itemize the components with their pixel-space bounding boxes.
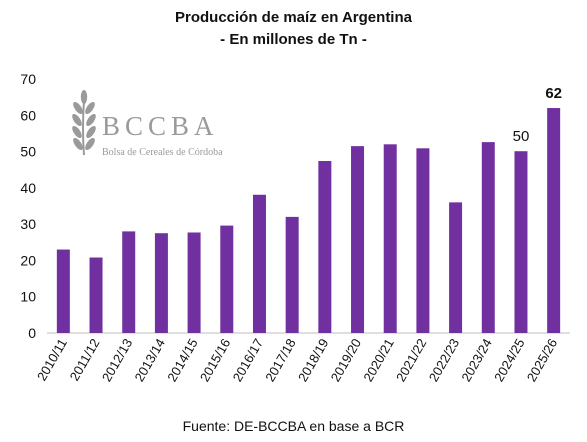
x-tick-label: 2019/20 — [328, 336, 364, 384]
x-tick-label: 2020/21 — [360, 336, 396, 384]
x-tick-label: 2025/26 — [524, 336, 560, 384]
chart-subtitle: - En millones de Tn - — [220, 31, 367, 48]
wheat-grain — [80, 90, 88, 104]
bar — [56, 249, 70, 333]
bar — [285, 216, 299, 333]
x-tick-label: 2017/18 — [262, 336, 298, 384]
y-tick-label: 40 — [20, 180, 36, 196]
source-note: Fuente: DE-BCCBA en base a BCR — [182, 418, 405, 434]
x-tick-label: 2021/22 — [393, 336, 429, 384]
bar — [252, 194, 266, 333]
wheat-grain — [73, 137, 83, 151]
x-tick-label: 2010/11 — [34, 336, 70, 383]
wheat-icon — [72, 90, 96, 156]
wheat-grain — [85, 101, 95, 115]
x-tick-label: 2012/13 — [99, 336, 135, 384]
wheat-grain — [73, 101, 83, 115]
chart-title: Producción de maíz en Argentina — [175, 9, 412, 26]
x-axis-ticks: 2010/112011/122012/132013/142014/152015/… — [34, 336, 560, 384]
y-tick-label: 70 — [20, 71, 36, 87]
bar — [89, 257, 103, 333]
bccba-logo: BCCBA Bolsa de Cereales de Córdoba — [72, 90, 223, 158]
bars — [56, 108, 561, 334]
data-labels: 50 62 — [513, 85, 562, 145]
y-tick-label: 0 — [28, 325, 36, 341]
bar — [449, 202, 463, 333]
bar — [154, 233, 168, 333]
logo-subtitle: Bolsa de Cereales de Córdoba — [102, 147, 223, 158]
wheat-grain — [86, 125, 96, 139]
x-tick-label: 2023/24 — [458, 336, 494, 384]
bar — [351, 146, 365, 333]
y-tick-label: 10 — [20, 289, 36, 305]
logo-name: BCCBA — [102, 111, 219, 141]
wheat-grain — [86, 113, 96, 127]
data-label: 50 — [513, 128, 530, 145]
wheat-grain — [85, 137, 95, 151]
bar — [187, 232, 201, 333]
bar — [383, 144, 397, 333]
y-tick-label: 20 — [20, 252, 36, 268]
bar — [514, 151, 528, 333]
x-tick-label: 2014/15 — [164, 336, 200, 384]
x-tick-label: 2015/16 — [197, 336, 233, 384]
x-tick-label: 2022/23 — [426, 336, 462, 384]
bar — [220, 225, 234, 333]
wheat-grain — [72, 125, 82, 139]
y-tick-label: 30 — [20, 216, 36, 232]
wheat-grain — [72, 113, 82, 127]
wheat-stem — [82, 99, 85, 156]
x-tick-label: 2013/14 — [132, 336, 168, 384]
x-tick-label: 2018/19 — [295, 336, 331, 384]
bar — [318, 161, 332, 333]
y-tick-label: 50 — [20, 144, 36, 160]
y-axis-ticks: 0 10 20 30 40 50 60 70 — [20, 71, 36, 341]
y-tick-label: 60 — [20, 107, 36, 123]
data-label: 62 — [545, 85, 562, 102]
bar — [547, 108, 561, 334]
x-tick-label: 2024/25 — [491, 336, 527, 384]
x-tick-label: 2011/12 — [67, 336, 103, 383]
bar — [481, 142, 495, 333]
x-tick-label: 2016/17 — [230, 336, 266, 384]
bar — [416, 148, 430, 333]
bar — [122, 231, 136, 333]
